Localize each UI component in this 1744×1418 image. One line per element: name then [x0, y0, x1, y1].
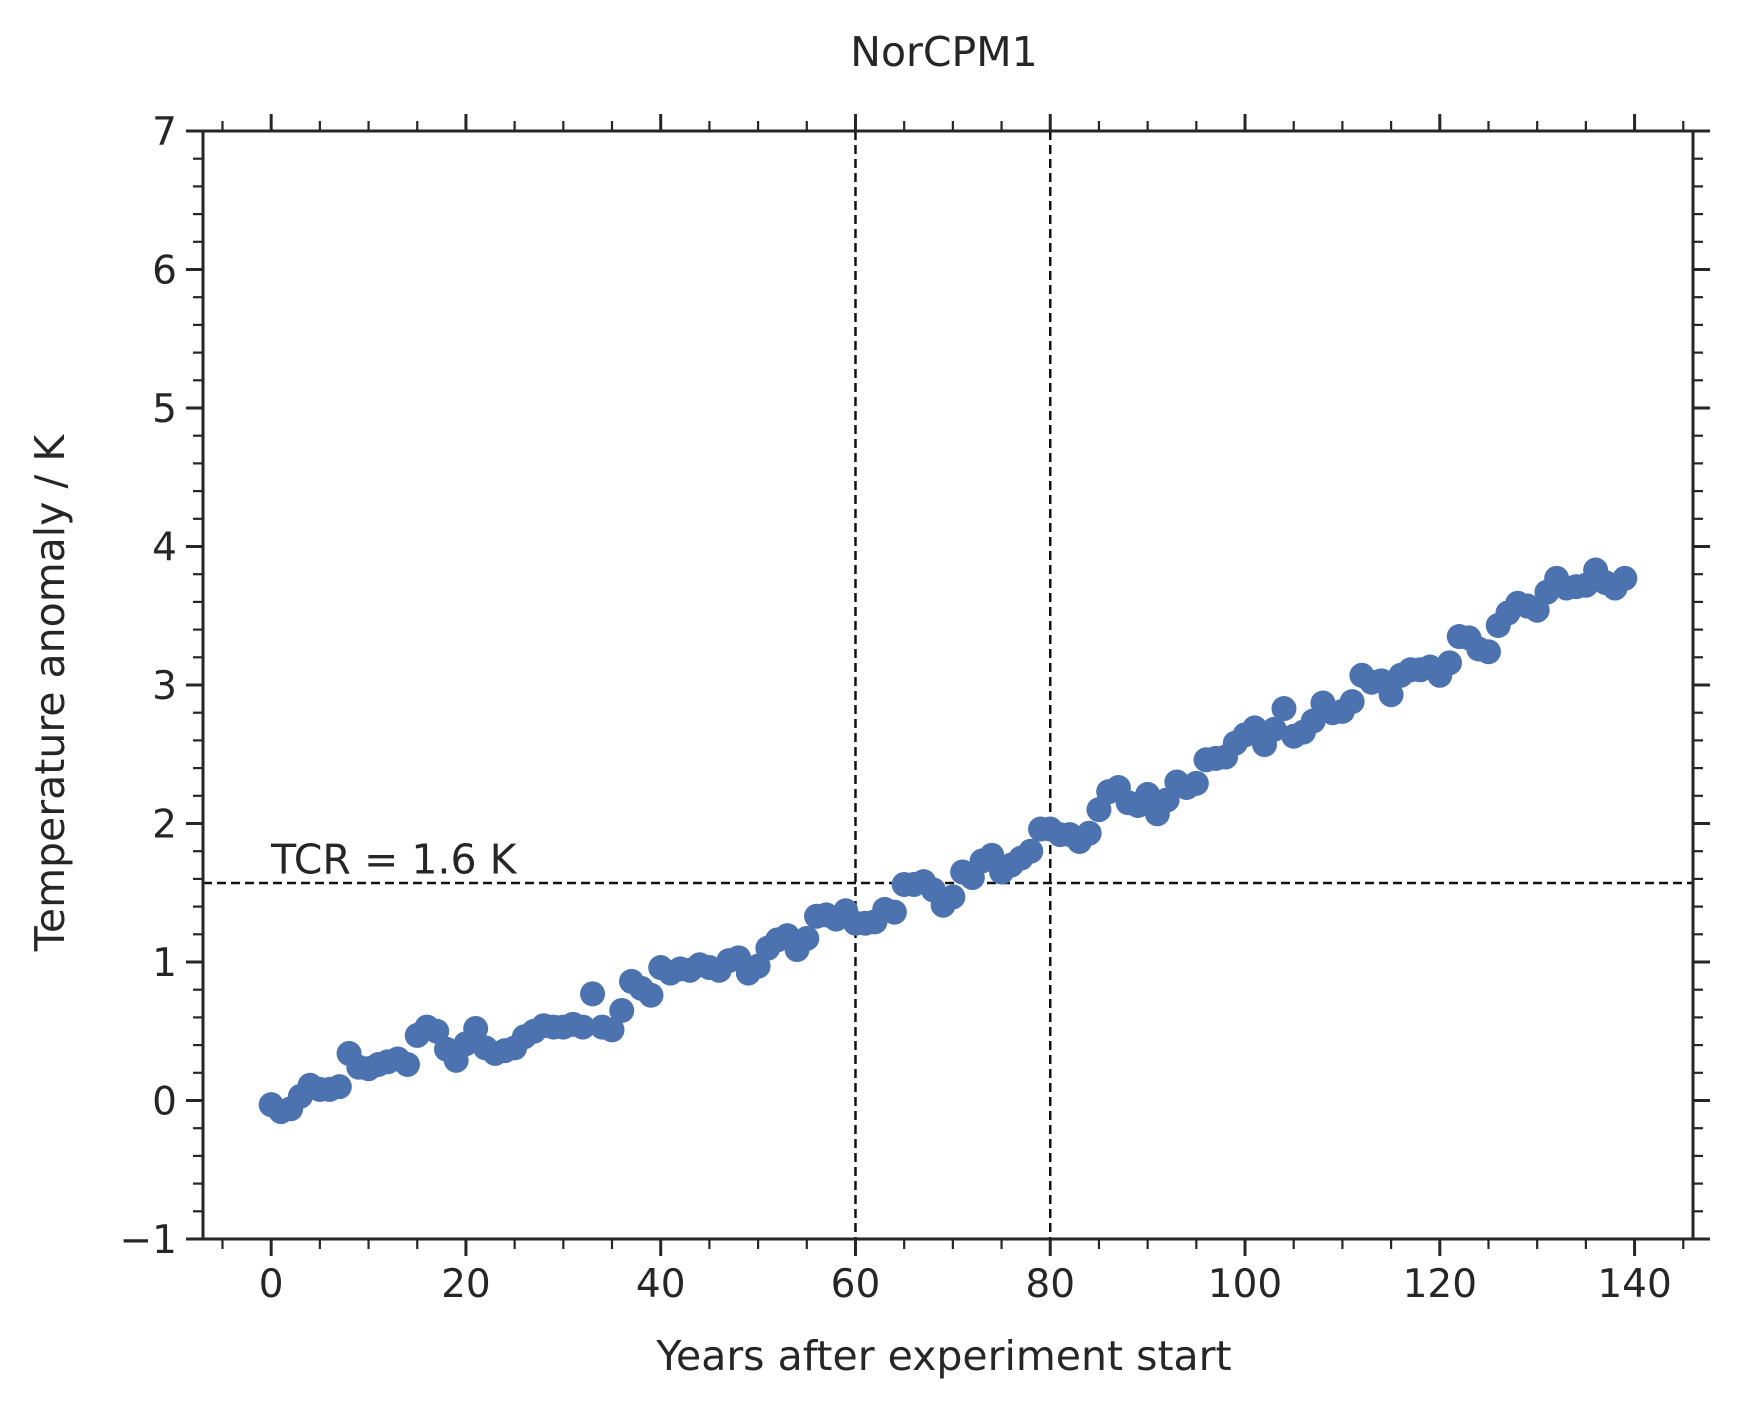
plot-frame: [201, 129, 1695, 1241]
y-tick-label: 4: [152, 526, 177, 571]
data-point: [940, 884, 966, 910]
y-axis-label: Temperature anomaly / K: [26, 434, 74, 953]
data-point: [463, 1015, 489, 1041]
reference-lines: [203, 131, 1693, 1239]
x-tick-label: 20: [441, 1262, 491, 1307]
y-tick-label: 5: [152, 387, 177, 432]
data-point: [1475, 639, 1501, 665]
data-point: [395, 1051, 421, 1077]
data-point: [1437, 650, 1463, 676]
x-tick-label: 40: [636, 1262, 686, 1307]
x-tick-label: 0: [259, 1262, 284, 1307]
x-axis-label: Years after experiment start: [655, 1332, 1231, 1380]
data-point: [1018, 838, 1044, 864]
axis-tick-labels: 0 20 40 60 80 100 120 140 −1 0 1 2 3 4 5 6 7: [120, 110, 1672, 1307]
data-point: [1271, 696, 1297, 722]
data-point: [1261, 716, 1287, 742]
data-point: [1378, 682, 1404, 708]
y-tick-label: 6: [152, 249, 177, 294]
y-tick-label: 1: [152, 941, 177, 986]
data-point: [599, 1017, 625, 1043]
x-tick-label: 120: [1403, 1262, 1477, 1307]
x-tick-label: 100: [1208, 1262, 1282, 1307]
x-tick-label: 140: [1597, 1262, 1671, 1307]
axis-ticks: [186, 114, 1710, 1256]
data-point: [1135, 781, 1161, 807]
data-point: [1339, 689, 1365, 715]
data-point: [794, 925, 820, 951]
data-point: [326, 1074, 352, 1100]
data-point: [638, 982, 664, 1008]
data-points: [258, 557, 1638, 1125]
data-point: [609, 997, 635, 1023]
y-tick-label: −1: [120, 1218, 178, 1263]
y-tick-label: 2: [152, 803, 177, 848]
data-point: [881, 899, 907, 925]
x-tick-label: 60: [831, 1262, 881, 1307]
tcr-annotation: TCR = 1.6 K: [270, 835, 517, 883]
y-tick-label: 7: [152, 110, 177, 155]
y-tick-label: 0: [152, 1080, 177, 1125]
data-point: [570, 1014, 596, 1040]
data-point: [580, 981, 606, 1007]
data-point: [1076, 820, 1102, 846]
y-tick-label: 3: [152, 664, 177, 709]
chart-title: NorCPM1: [850, 28, 1037, 76]
data-point: [1612, 565, 1638, 591]
data-point: [1183, 770, 1209, 796]
x-tick-label: 80: [1025, 1262, 1075, 1307]
